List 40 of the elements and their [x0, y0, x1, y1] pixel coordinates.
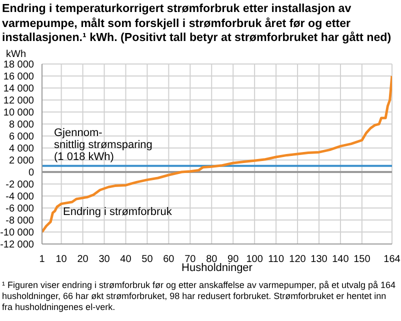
x-tick-label: 60 [163, 254, 175, 264]
y-tick-label: -10 000 [0, 227, 34, 238]
y-tick-label: 14 000 [3, 83, 34, 94]
y-tick-label: 18 000 [3, 59, 34, 70]
y-tick-label: 12 000 [3, 95, 34, 106]
y-tick-label: -8 000 [6, 215, 34, 226]
x-tick-label: 80 [206, 254, 218, 264]
y-tick-label: 10 000 [3, 107, 34, 118]
x-tick-label: 10 [56, 254, 68, 264]
x-tick-label: 110 [268, 254, 284, 264]
x-tick-label: 90 [228, 254, 240, 264]
text: ¹ Figuren viser endring i strømforbruk før og etter anskaffelse av varmepumper, på et utvalg på 164 husholdninger, 66 har økt strømforbruket, 98 har redusert forbruket. Strømforbruket er hentet inn fra husholdningenes el-verk. [2, 280, 397, 312]
x-axis-title: Husholdninger [182, 262, 253, 274]
x-tick-label: 30 [98, 254, 110, 264]
x-tick-label: 164 [384, 254, 401, 264]
y-tick-label: 8 000 [8, 119, 34, 130]
y-tick-label: -6 000 [6, 203, 34, 214]
y-axis-title: kWh [6, 48, 26, 60]
x-tick-label: 70 [184, 254, 196, 264]
ref-line-label: Gjennom- snittlig strømsparing (1 018 kWh) [54, 126, 152, 162]
chart-title: Endring i temperaturkorrigert strømforbruk etter installasjon av varmepumpe, målt som forskjell i strømforbruk året før og etter installasjonen.¹ kWh. (Positivt tall betyr at strømforbruket har gått ned) [1, 1, 392, 46]
x-tick-label: 50 [142, 254, 154, 264]
x-tick-label: 1 [39, 254, 46, 264]
x-tick-label: 120 [289, 254, 306, 264]
y-tick-label: 16 000 [3, 71, 34, 82]
x-tick-label: 140 [332, 254, 350, 264]
series-label: Endring i strømforbruk [63, 205, 172, 218]
x-tick-label: 20 [77, 254, 89, 264]
y-tick-label: 2 000 [8, 155, 34, 166]
y-tick-label: -2 000 [6, 179, 34, 190]
x-tick-label: 150 [354, 254, 371, 264]
y-tick-label: 0 [28, 167, 34, 178]
x-tick-label: 40 [120, 254, 132, 264]
y-tick-label: -12 000 [0, 239, 34, 250]
y-tick-label: 4 000 [8, 143, 34, 154]
x-tick-label: 100 [246, 254, 264, 264]
y-tick-label: -4 000 [6, 191, 34, 202]
y-tick-label: 6 000 [8, 131, 34, 142]
line-series [42, 74, 392, 233]
x-tick-label: 130 [310, 254, 328, 264]
